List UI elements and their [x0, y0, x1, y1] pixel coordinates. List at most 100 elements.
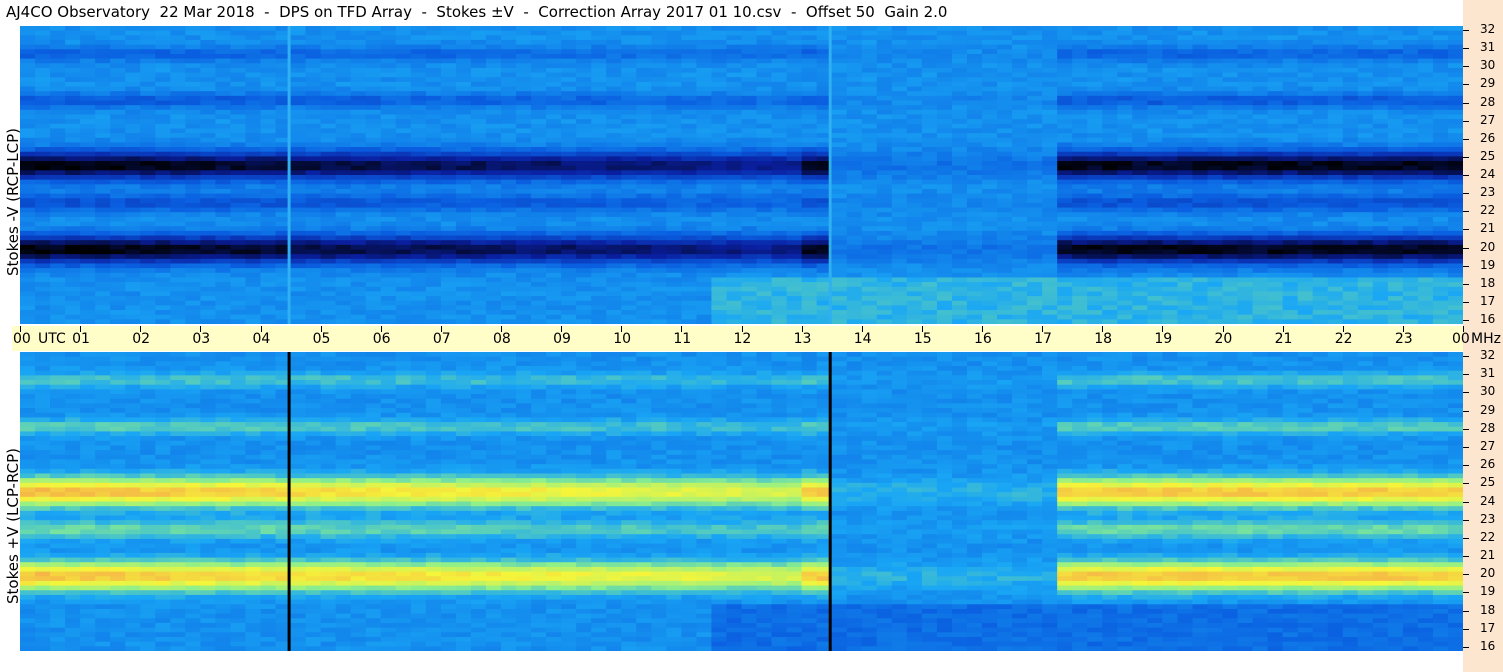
- heatmap-cell: [1012, 170, 1028, 176]
- heatmap-cell: [576, 282, 592, 288]
- heatmap-cell: [906, 188, 923, 195]
- heatmap-cell: [185, 58, 201, 64]
- heatmap-cell: [786, 128, 803, 134]
- heatmap-cell: [350, 235, 367, 241]
- heatmap-cell: [290, 95, 307, 102]
- heatmap-cell: [230, 26, 247, 32]
- heatmap-cell: [1057, 133, 1073, 139]
- heatmap-cell: [1042, 105, 1058, 111]
- heatmap-cell: [290, 272, 307, 279]
- heatmap-cell: [666, 165, 682, 171]
- heatmap-cell: [1147, 286, 1163, 293]
- heatmap-cell: [50, 26, 66, 32]
- heatmap-cell: [876, 202, 893, 209]
- heatmap-cell: [546, 44, 562, 50]
- heatmap-cell: [20, 319, 36, 324]
- heatmap-cell: [1162, 226, 1179, 232]
- heatmap-cell: [410, 147, 427, 153]
- heatmap-cell: [1027, 142, 1043, 148]
- heatmap-cell: [170, 137, 186, 144]
- heatmap-cell: [1132, 258, 1148, 265]
- heatmap-cell: [606, 72, 622, 78]
- heatmap-cell: [891, 128, 908, 134]
- heatmap-cell: [681, 151, 698, 157]
- heatmap-cell: [110, 100, 126, 106]
- heatmap-cell: [440, 216, 457, 223]
- heatmap-cell: [666, 212, 682, 218]
- heatmap-cell: [966, 53, 983, 60]
- heatmap-cell: [801, 207, 818, 213]
- heatmap-cell: [290, 165, 307, 171]
- heatmap-cell: [260, 296, 277, 302]
- heatmap-cell: [395, 240, 412, 246]
- heatmap-cell: [380, 39, 397, 46]
- heatmap-cell: [1162, 240, 1179, 246]
- heatmap-cell: [711, 151, 728, 157]
- heatmap-cell: [410, 95, 427, 102]
- heatmap-cell: [50, 175, 66, 181]
- heatmap-cell: [786, 119, 803, 125]
- heatmap-cell: [936, 95, 953, 102]
- heatmap-cell: [982, 310, 998, 316]
- heatmap-cell: [185, 291, 201, 297]
- heatmap-cell: [50, 198, 66, 204]
- heatmap-cell: [861, 207, 878, 213]
- heatmap-cell: [275, 119, 292, 125]
- heatmap-cell: [35, 58, 51, 64]
- heatmap-cell: [621, 202, 637, 209]
- heatmap-cell: [200, 100, 217, 106]
- heatmap-cell: [516, 277, 532, 283]
- heatmap-cell: [20, 235, 36, 241]
- heatmap-cell: [200, 142, 217, 148]
- heatmap-cell: [831, 170, 848, 176]
- heatmap-cell: [726, 282, 743, 288]
- heatmap-cell: [786, 277, 803, 283]
- heatmap-cell: [185, 77, 201, 83]
- heatmap-cell: [215, 291, 232, 297]
- heatmap-cell: [1057, 310, 1073, 316]
- heatmap-cell: [1027, 226, 1043, 232]
- heatmap-cell: [20, 39, 36, 46]
- heatmap-cell: [125, 244, 141, 251]
- heatmap-cell: [741, 147, 758, 153]
- heatmap-cell: [230, 249, 247, 255]
- heatmap-cell: [395, 249, 412, 255]
- heatmap-cell: [621, 300, 637, 306]
- heatmap-cell: [1027, 319, 1043, 324]
- heatmap-cell: [546, 263, 562, 269]
- heatmap-cell: [110, 212, 126, 218]
- heatmap-cell: [320, 230, 337, 237]
- heatmap-cell: [771, 58, 788, 64]
- heatmap-cell: [230, 314, 247, 320]
- heatmap-cell: [1132, 240, 1148, 246]
- heatmap-cell: [65, 202, 81, 209]
- heatmap-cell: [936, 314, 953, 320]
- heatmap-cell: [501, 58, 517, 64]
- heatmap-cell: [636, 198, 652, 204]
- heatmap-cell: [1042, 133, 1058, 139]
- heatmap-cell: [561, 202, 577, 209]
- heatmap-cell: [921, 109, 938, 116]
- heatmap-cell: [185, 184, 201, 190]
- heatmap-cell: [440, 142, 457, 148]
- heatmap-cell: [425, 72, 442, 78]
- heatmap-cell: [20, 86, 36, 92]
- heatmap-cell: [440, 165, 457, 171]
- heatmap-cell: [110, 72, 126, 78]
- heatmap-cell: [561, 193, 577, 199]
- heatmap-cell: [215, 268, 232, 274]
- heatmap-cell: [50, 202, 66, 209]
- heatmap-cell: [50, 188, 66, 195]
- heatmap-cell: [110, 77, 126, 83]
- heatmap-cell: [1012, 291, 1028, 297]
- heatmap-cell: [771, 258, 788, 265]
- heatmap-cell: [1117, 244, 1133, 251]
- heatmap-cell: [906, 244, 923, 251]
- heatmap-cell: [320, 254, 337, 260]
- heatmap-cell: [756, 67, 773, 74]
- heatmap-cell: [1177, 263, 1194, 269]
- heatmap-cell: [245, 235, 262, 241]
- heatmap-cell: [410, 109, 427, 116]
- heatmap-cell: [1057, 151, 1073, 157]
- heatmap-cell: [320, 212, 337, 218]
